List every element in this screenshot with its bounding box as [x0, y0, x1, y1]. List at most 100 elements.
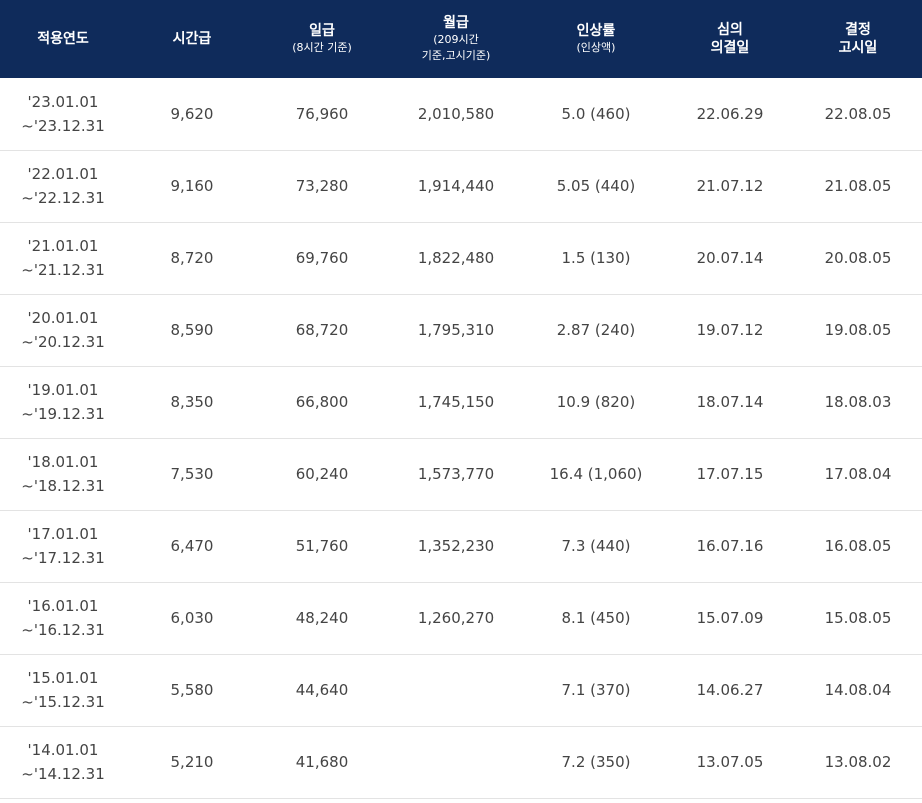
- cell-rate: 7.2 (350): [561, 753, 631, 771]
- header-notice-label-1: 결정: [845, 22, 871, 38]
- cell-notice-date: 13.08.02: [824, 753, 892, 771]
- table-row: '22.01.01 ~'22.12.31 9,160 73,280 1,914,…: [0, 150, 922, 222]
- table-row: '21.01.01 ~'21.12.31 8,720 69,760 1,822,…: [0, 222, 922, 294]
- header-year: 적용연도: [0, 0, 126, 78]
- cell-daily: 76,960: [295, 104, 349, 123]
- period-end: ~'14.12.31: [21, 765, 105, 783]
- cell-notice-date: 22.08.05: [824, 104, 892, 123]
- cell-hourly: 6,470: [170, 537, 214, 555]
- header-row: 적용연도 시간급 일급 (8시간 기준) 월급 (209시간 기준,고시기준) …: [0, 0, 922, 78]
- cell-monthly: 1,914,440: [417, 177, 495, 195]
- cell-period: '18.01.01 ~'18.12.31: [0, 438, 126, 510]
- cell-hourly: 9,620: [170, 104, 214, 123]
- period-end: ~'22.12.31: [21, 189, 105, 207]
- cell-hourly: 7,530: [170, 465, 214, 483]
- cell-decision-date: 19.07.12: [696, 321, 764, 339]
- table-row: '20.01.01 ~'20.12.31 8,590 68,720 1,795,…: [0, 294, 922, 366]
- cell-monthly: 1,573,770: [417, 465, 495, 483]
- cell-hourly: 6,030: [170, 609, 214, 627]
- cell-notice-date: 14.08.04: [824, 681, 892, 699]
- cell-hourly: 8,350: [170, 393, 214, 411]
- cell-hourly: 9,160: [170, 177, 214, 195]
- period-start: '18.01.01: [27, 453, 99, 471]
- cell-notice-date: 16.08.05: [824, 537, 892, 555]
- header-rate: 인상률 (인상액): [526, 0, 666, 78]
- period-start: '22.01.01: [27, 165, 99, 183]
- table-row: '14.01.01 ~'14.12.31 5,210 41,680 7.2 (3…: [0, 726, 922, 798]
- period-start: '19.01.01: [27, 381, 99, 399]
- header-notice: 결정 고시일: [794, 0, 922, 78]
- header-daily-label: 일급: [309, 23, 335, 39]
- period-start: '16.01.01: [27, 597, 99, 615]
- cell-daily: 48,240: [295, 609, 349, 627]
- table-row: '23.01.01 ~'23.12.31 9,620 76,960 2,010,…: [0, 78, 922, 150]
- header-daily: 일급 (8시간 기준): [258, 0, 386, 78]
- period-start: '14.01.01: [27, 741, 99, 759]
- cell-monthly: 1,745,150: [417, 393, 495, 411]
- cell-rate: 1.5 (130): [561, 249, 631, 267]
- cell-period: '22.01.01 ~'22.12.31: [0, 150, 126, 222]
- cell-period: '21.01.01 ~'21.12.31: [0, 222, 126, 294]
- cell-decision-date: 21.07.12: [696, 177, 764, 195]
- cell-daily: 51,760: [295, 537, 349, 555]
- table-row: '19.01.01 ~'19.12.31 8,350 66,800 1,745,…: [0, 366, 922, 438]
- cell-decision-date: 20.07.14: [696, 249, 764, 267]
- cell-decision-date: 22.06.29: [696, 104, 764, 123]
- cell-daily: 68,720: [295, 321, 349, 339]
- header-rate-label: 인상률: [576, 23, 616, 39]
- cell-notice-date: 18.08.03: [824, 393, 892, 411]
- period-start: '23.01.01: [27, 92, 99, 111]
- period-start: '17.01.01: [27, 525, 99, 543]
- cell-rate: 16.4 (1,060): [549, 465, 643, 483]
- header-decision-label-1: 심의: [717, 22, 743, 38]
- table-row: '17.01.01 ~'17.12.31 6,470 51,760 1,352,…: [0, 510, 922, 582]
- cell-rate: 5.05 (440): [556, 177, 636, 195]
- cell-period: '19.01.01 ~'19.12.31: [0, 366, 126, 438]
- cell-notice-date: 17.08.04: [824, 465, 892, 483]
- cell-hourly: 8,590: [170, 321, 214, 339]
- period-end: ~'20.12.31: [21, 333, 105, 351]
- cell-rate: 7.1 (370): [561, 681, 631, 699]
- cell-rate: 8.1 (450): [561, 609, 631, 627]
- cell-monthly: [386, 654, 526, 726]
- period-end: ~'18.12.31: [21, 477, 105, 495]
- cell-period: '14.01.01 ~'14.12.31: [0, 726, 126, 798]
- header-notice-label-2: 고시일: [838, 40, 878, 56]
- cell-period: '23.01.01 ~'23.12.31: [0, 78, 126, 150]
- cell-rate: 7.3 (440): [561, 537, 631, 555]
- table-row: '15.01.01 ~'15.12.31 5,580 44,640 7.1 (3…: [0, 654, 922, 726]
- header-rate-sub: (인상액): [576, 41, 616, 54]
- period-end: ~'21.12.31: [21, 261, 105, 279]
- header-monthly-label: 월급: [443, 15, 469, 31]
- cell-monthly: 1,260,270: [417, 609, 495, 627]
- cell-hourly: 5,210: [170, 753, 214, 771]
- table-header: 적용연도 시간급 일급 (8시간 기준) 월급 (209시간 기준,고시기준) …: [0, 0, 922, 78]
- cell-period: '17.01.01 ~'17.12.31: [0, 510, 126, 582]
- period-end: ~'19.12.31: [21, 405, 105, 423]
- cell-decision-date: 14.06.27: [696, 681, 764, 699]
- cell-period: '20.01.01 ~'20.12.31: [0, 294, 126, 366]
- cell-monthly: 1,822,480: [417, 249, 495, 267]
- period-end: ~'23.12.31: [21, 116, 105, 135]
- cell-monthly: 1,352,230: [417, 537, 495, 555]
- period-start: '21.01.01: [27, 237, 99, 255]
- cell-monthly: [386, 726, 526, 798]
- header-hourly: 시간급: [126, 0, 258, 78]
- table-row: '18.01.01 ~'18.12.31 7,530 60,240 1,573,…: [0, 438, 922, 510]
- table-row: '16.01.01 ~'16.12.31 6,030 48,240 1,260,…: [0, 582, 922, 654]
- cell-daily: 41,680: [295, 753, 349, 771]
- cell-decision-date: 13.07.05: [696, 753, 764, 771]
- cell-monthly: 2,010,580: [417, 104, 495, 123]
- cell-daily: 66,800: [295, 393, 349, 411]
- header-monthly-sub-2: 기준,고시기준): [421, 49, 491, 62]
- header-monthly-sub-1: (209시간: [433, 33, 479, 46]
- header-daily-sub: (8시간 기준): [292, 41, 352, 54]
- period-start: '15.01.01: [27, 669, 99, 687]
- header-hourly-label: 시간급: [172, 31, 212, 47]
- cell-hourly: 8,720: [170, 249, 214, 267]
- cell-notice-date: 21.08.05: [824, 177, 892, 195]
- cell-notice-date: 19.08.05: [824, 321, 892, 339]
- header-year-label: 적용연도: [37, 31, 89, 47]
- cell-monthly: 1,795,310: [417, 321, 495, 339]
